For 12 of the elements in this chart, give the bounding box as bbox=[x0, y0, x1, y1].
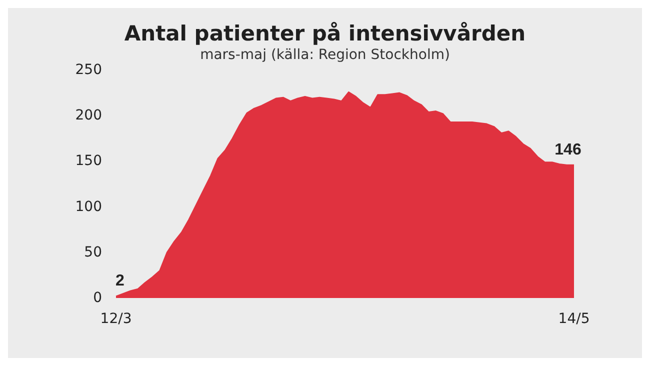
y-tick-label: 150 bbox=[75, 153, 102, 170]
y-tick-label: 50 bbox=[84, 244, 102, 260]
data-label: 2 bbox=[116, 272, 125, 290]
y-tick-label: 250 bbox=[75, 62, 102, 78]
y-tick-label: 0 bbox=[93, 290, 102, 306]
data-label: 146 bbox=[554, 141, 582, 158]
y-tick-label: 100 bbox=[75, 198, 102, 215]
x-tick-label: 14/5 bbox=[558, 311, 590, 327]
chart-title: Antal patienter på intensivvården bbox=[124, 22, 526, 46]
x-tick-label: 12/3 bbox=[100, 311, 132, 327]
y-tick-label: 200 bbox=[75, 108, 102, 124]
chart-subtitle: mars-maj (källa: Region Stockholm) bbox=[200, 47, 450, 63]
